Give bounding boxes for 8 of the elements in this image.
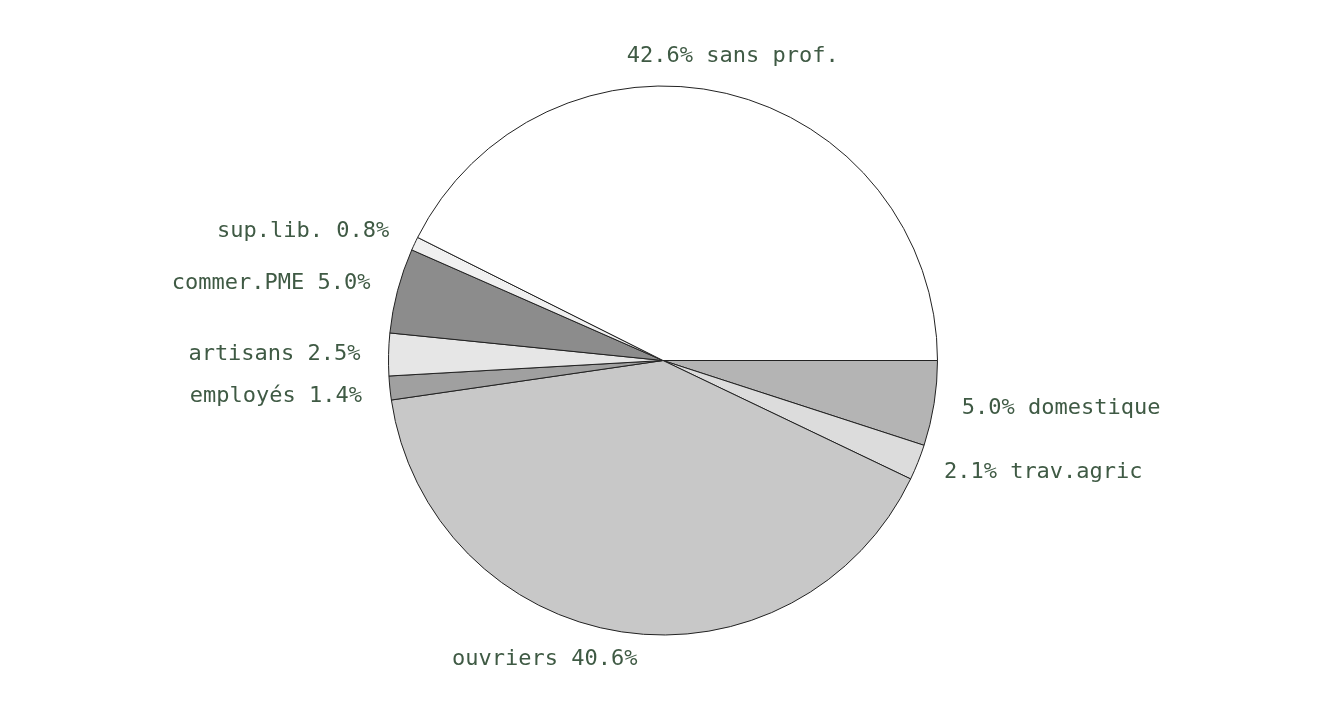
slice-label: 2.1% trav.agric xyxy=(943,458,1143,484)
slice-label: sup.lib. 0.8% xyxy=(217,217,390,243)
slice-label: 42.6% sans prof. xyxy=(626,41,839,67)
slice-label: 5.0% domestique xyxy=(961,393,1161,419)
slice-label: employés 1.4% xyxy=(189,381,363,407)
slice-label: ouvriers 40.6% xyxy=(452,645,638,671)
slice-label: artisans 2.5% xyxy=(188,339,361,365)
slice-label: commer.PME 5.0% xyxy=(171,269,371,295)
